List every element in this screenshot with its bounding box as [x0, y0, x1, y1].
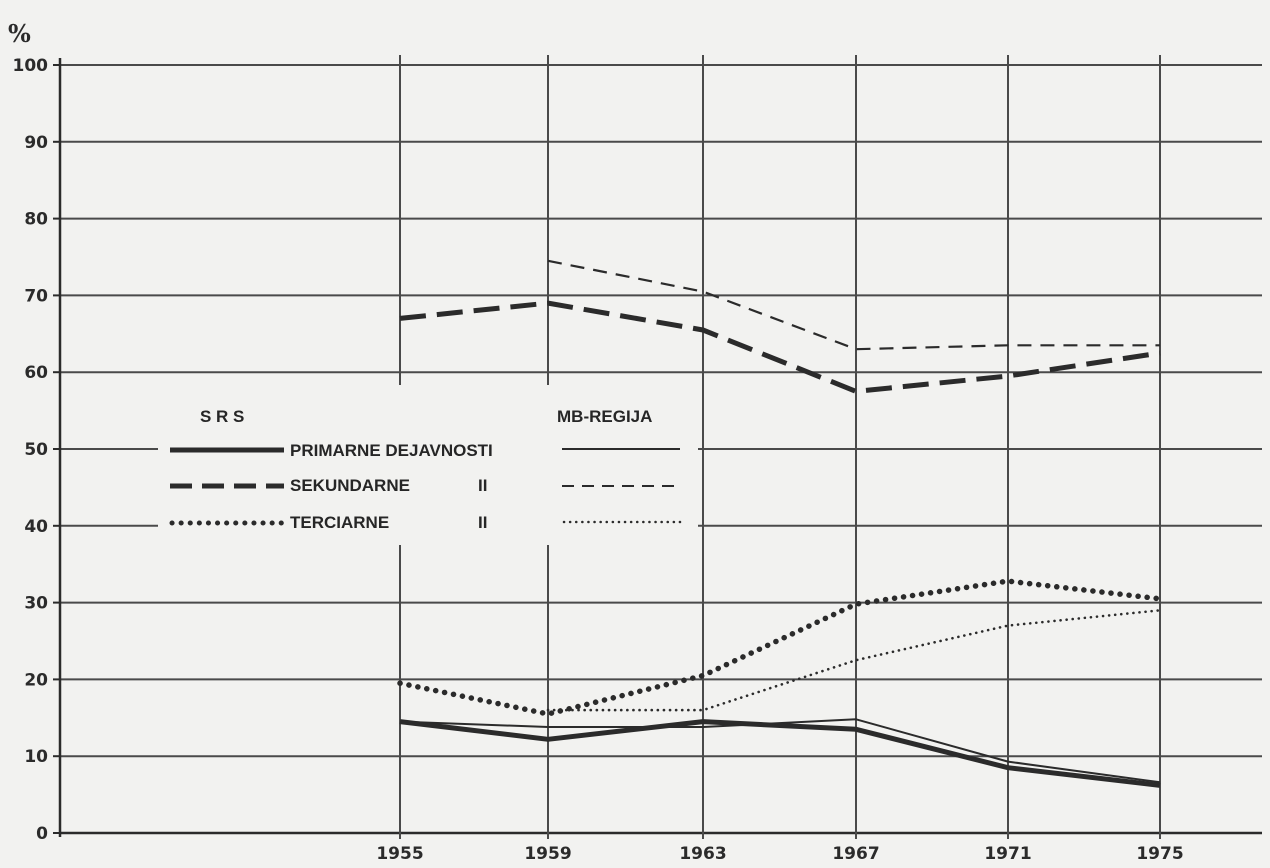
y-tick-label: 90 — [24, 133, 48, 153]
legend: S R S MB-REGIJA PRIMARNE DEJAVNOSTI SEKU… — [158, 385, 698, 545]
x-tick-label: 1967 — [832, 844, 879, 863]
series-line-srs_primarne — [400, 722, 1160, 786]
x-tick-label: 1959 — [524, 844, 571, 863]
x-tick-label: 1963 — [679, 844, 726, 863]
legend-ditto-sekundarne: II — [478, 476, 487, 495]
y-tick-label: 10 — [24, 747, 48, 767]
y-tick-label: 50 — [24, 440, 48, 460]
legend-ditto-terciarne: II — [478, 513, 487, 532]
legend-label-terciarne: TERCIARNE — [290, 513, 389, 532]
y-unit-label: % — [8, 19, 31, 48]
legend-header-srs: S R S — [200, 407, 244, 426]
y-tick-label: 60 — [24, 363, 48, 383]
series-line-mb_terciarne — [548, 610, 1160, 710]
legend-header-mb-regija: MB-REGIJA — [557, 407, 652, 426]
x-tick-label: 1971 — [984, 844, 1031, 863]
y-tick-label: 70 — [24, 286, 48, 306]
y-tick-label: 30 — [24, 594, 48, 614]
y-tick-label: 20 — [24, 670, 48, 690]
y-tick-label: 40 — [24, 517, 48, 537]
y-tick-label: 80 — [24, 210, 48, 230]
y-tick-label: 100 — [13, 56, 49, 76]
x-tick-label: 1955 — [376, 844, 423, 863]
series-line-srs_terciarne — [400, 581, 1160, 714]
series-line-mb_sekundarne — [548, 261, 1160, 349]
legend-label-primarne: PRIMARNE DEJAVNOSTI — [290, 441, 493, 460]
x-tick-label: 1975 — [1136, 844, 1183, 863]
legend-label-sekundarne: SEKUNDARNE — [290, 476, 410, 495]
series-line-srs_sekundarne — [400, 303, 1160, 391]
y-tick-label: 0 — [36, 824, 48, 844]
